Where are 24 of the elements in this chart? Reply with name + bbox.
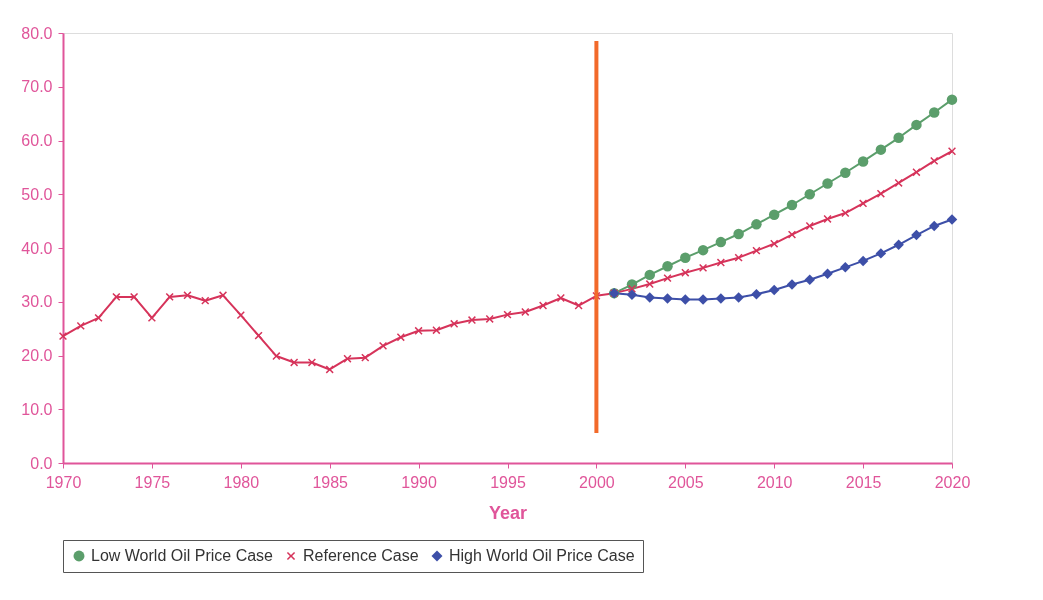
y-tick-label: 0.0 bbox=[30, 454, 53, 472]
y-tick-label: 20.0 bbox=[21, 347, 53, 364]
x-tick-label: 1980 bbox=[223, 473, 260, 491]
x-tick-label: 1995 bbox=[490, 473, 526, 491]
y-tick-label: 30.0 bbox=[21, 293, 53, 311]
y-tick-label: 70.0 bbox=[21, 78, 53, 96]
y-tick-label: 60.0 bbox=[21, 132, 53, 149]
x-tick-label: 2005 bbox=[668, 473, 704, 491]
x-tick-label: 2000 bbox=[579, 473, 615, 491]
y-tick-label: 10.0 bbox=[21, 400, 53, 418]
y-tick-label: 40.0 bbox=[21, 239, 53, 257]
legend-label: Reference Case bbox=[303, 547, 419, 564]
x-tick-label: 1975 bbox=[134, 473, 171, 491]
x-tick-label: 1970 bbox=[45, 473, 82, 491]
x-tick-label: 1990 bbox=[401, 473, 437, 491]
legend-label: Low World Oil Price Case bbox=[91, 547, 274, 564]
y-tick-label: 50.0 bbox=[21, 185, 53, 203]
x-axis-title: Year bbox=[488, 502, 528, 523]
y-tick-label: 80.0 bbox=[21, 24, 53, 42]
legend-label: High World Oil Price Case bbox=[449, 547, 635, 564]
x-tick-label: 2020 bbox=[934, 473, 971, 491]
x-tick-label: 2010 bbox=[756, 473, 793, 491]
x-tick-label: 1985 bbox=[312, 473, 349, 491]
x-tick-label: 2015 bbox=[845, 473, 882, 491]
